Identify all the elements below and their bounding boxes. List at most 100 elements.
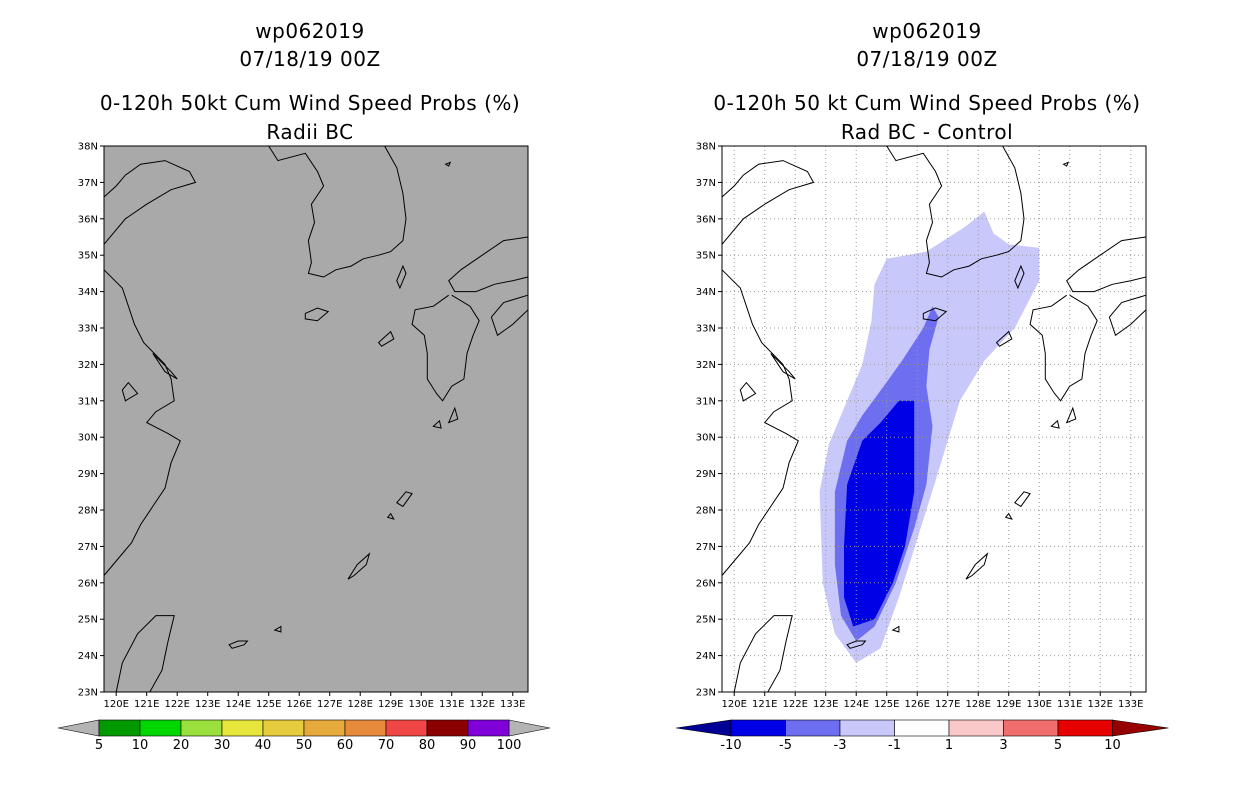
left-title: 0-120h 50kt Cum Wind Speed Probs (%) [99, 91, 521, 115]
colorbar-label: 5 [95, 738, 103, 753]
y-tick-label: 38N [78, 142, 98, 153]
coastline-segment [891, 625, 900, 633]
y-tick-label: 25N [696, 615, 716, 626]
colorbar-bin [98, 719, 141, 737]
coastline-segment [377, 330, 395, 347]
right-x-axis: 120E 121E 122E 123E 124E 125E 126E 127E 128E 129E… [721, 692, 1143, 710]
colorbar-label: 20 [173, 738, 190, 753]
colorbar-label: -1 [888, 738, 901, 753]
coastline-segment [721, 160, 815, 245]
x-tick-label: 132E [1088, 699, 1113, 710]
colorbar-label: -10 [720, 738, 741, 753]
coastline-segment [1062, 161, 1070, 167]
coastline-segment [448, 236, 529, 293]
coastline-segment [846, 640, 867, 649]
coastline-segment [121, 381, 139, 402]
left-map: 120E 121E 122E 123E 124E 125E 126E 127E 128E 129E… [78, 142, 529, 710]
left-x-axis: 120E 121E 122E 123E 124E 125E 126E 127E 128E 129E… [103, 692, 525, 710]
y-tick-label: 33N [696, 324, 716, 335]
right-map: 120E 121E 122E 123E 124E 125E 126E 127E 128E 129E… [696, 142, 1147, 710]
coastline-segment [721, 269, 799, 576]
y-tick-label: 27N [78, 542, 98, 553]
colorbar-label: 10 [132, 738, 149, 753]
coastline-segment [1066, 236, 1147, 293]
colorbar-bin [426, 719, 469, 737]
coastline-segment [396, 264, 407, 290]
coastline-segment [995, 330, 1013, 347]
y-tick-label: 28N [696, 506, 716, 517]
colorbar-label: 80 [419, 738, 436, 753]
coastline-segment [115, 615, 175, 693]
colorbar-left-end [57, 719, 100, 737]
y-tick-label: 30N [78, 433, 98, 444]
coastline-segment [1014, 264, 1025, 290]
x-tick-label: 127E [935, 699, 960, 710]
y-tick-label: 35N [696, 251, 716, 262]
x-tick-label: 131E [1057, 699, 1082, 710]
y-tick-label: 29N [696, 469, 716, 480]
coastline-segment [386, 512, 395, 520]
x-tick-label: 129E [378, 699, 403, 710]
y-tick-label: 24N [696, 651, 716, 662]
y-tick-label: 33N [78, 324, 98, 335]
x-tick-label: 129E [996, 699, 1021, 710]
coastline-segment [444, 161, 452, 167]
colorbar-label: 30 [214, 738, 231, 753]
y-tick-label: 34N [78, 287, 98, 298]
x-tick-label: 120E [103, 699, 128, 710]
x-tick-label: 121E [134, 699, 159, 710]
colorbar-right-end [1112, 719, 1169, 737]
left-date: 07/18/19 00Z [239, 47, 381, 71]
coastline-segment [922, 307, 948, 322]
colorbar-bin [1057, 719, 1113, 737]
coastline-segment [273, 625, 282, 633]
colorbar-label: -5 [779, 738, 792, 753]
x-tick-label: 126E [905, 699, 930, 710]
coastline-segment [733, 615, 793, 693]
coastline-segment [103, 160, 197, 245]
x-tick-label: 125E [874, 699, 899, 710]
colorbar-bin [730, 719, 786, 737]
x-tick-label: 120E [721, 699, 746, 710]
colorbar-label: 60 [337, 738, 354, 753]
colorbar-label: -3 [834, 738, 847, 753]
colorbar-bin [139, 719, 182, 737]
coastline-segment [103, 269, 181, 576]
coastline-segment [347, 552, 371, 580]
right-subtitle: Rad BC - Control [840, 120, 1014, 144]
left-storm-id: wp062019 [255, 19, 365, 43]
y-tick-label: 23N [78, 688, 98, 699]
x-tick-label: 122E [783, 699, 808, 710]
x-tick-label: 125E [256, 699, 281, 710]
y-tick-label: 30N [696, 433, 716, 444]
y-tick-label: 38N [696, 142, 716, 153]
x-tick-label: 131E [439, 699, 464, 710]
y-tick-label: 25N [78, 615, 98, 626]
y-tick-label: 36N [696, 214, 716, 225]
y-tick-label: 35N [78, 251, 98, 262]
coastline-segment [432, 419, 442, 429]
coastline-segment [886, 145, 1025, 278]
coastline-segment [228, 640, 249, 649]
colorbar-bin [303, 719, 346, 737]
x-tick-label: 132E [470, 699, 495, 710]
right-title: 0-120h 50 kt Cum Wind Speed Probs (%) [713, 91, 1141, 115]
y-tick-label: 31N [78, 396, 98, 407]
coastline-segment [1065, 406, 1077, 424]
colorbar-bin [344, 719, 387, 737]
colorbar-bin [839, 719, 895, 737]
right-date: 07/18/19 00Z [856, 47, 998, 71]
colorbar-bin [221, 719, 264, 737]
x-tick-label: 130E [409, 699, 434, 710]
y-tick-label: 27N [696, 542, 716, 553]
coastline-segment [1014, 491, 1031, 508]
coastline-segment [739, 381, 757, 402]
colorbar-bin [894, 719, 950, 737]
right-y-axis: 23N 24N 25N 26N 27N 28N 29N 30N 31N 32N 33N 34N 35N 3… [696, 142, 722, 699]
y-tick-label: 32N [78, 360, 98, 371]
colorbar-label: 50 [296, 738, 313, 753]
coastline-segment [965, 552, 989, 580]
coastline-segment [411, 294, 480, 402]
left-map-background [104, 146, 528, 692]
